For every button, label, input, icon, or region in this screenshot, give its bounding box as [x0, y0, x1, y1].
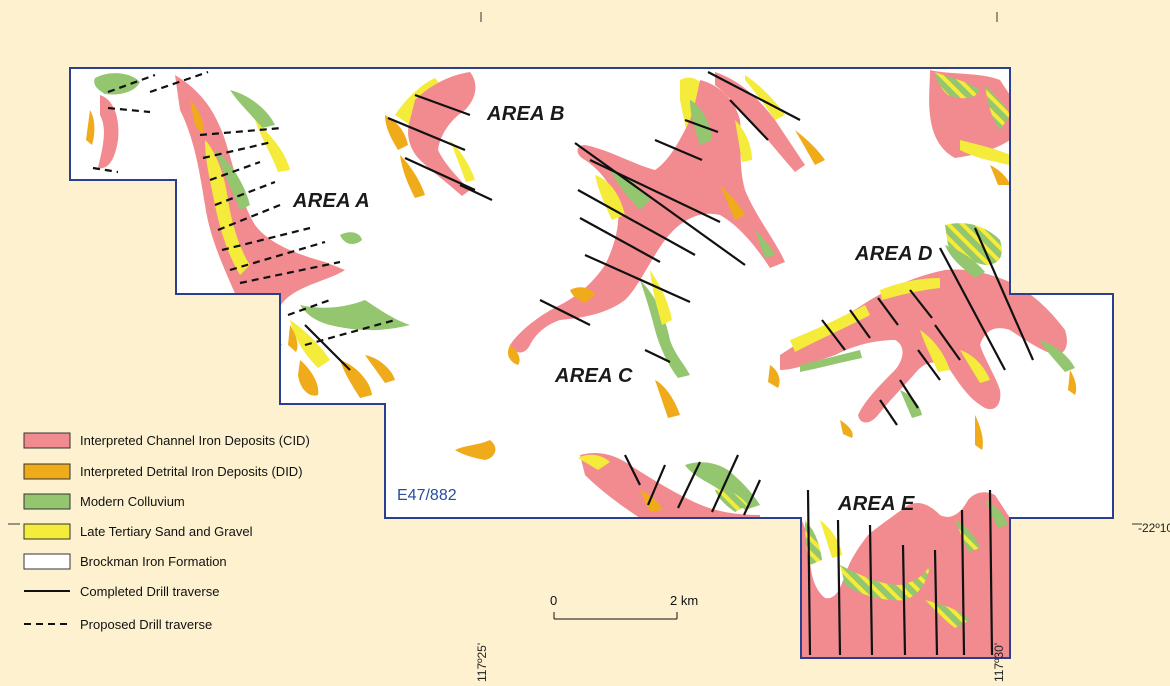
frame-ticks — [8, 12, 1142, 525]
legend-label-completed: Completed Drill traverse — [80, 584, 219, 599]
longitude-label-right: 117º30' — [992, 643, 1006, 682]
legend-label-sand: Late Tertiary Sand and Gravel — [80, 524, 253, 539]
legend-swatch-sand — [23, 523, 71, 540]
area-a-label: AREA A — [292, 190, 370, 212]
legend-swatch-did — [23, 463, 71, 480]
lease-label: E47/882 — [397, 487, 457, 504]
scale-end-label: 2 km — [670, 593, 698, 608]
legend-label-cid: Interpreted Channel Iron Deposits (CID) — [80, 433, 310, 448]
geology-units — [86, 70, 1113, 658]
drill-traverses — [92, 70, 1035, 656]
longitude-label-left: 117º25' — [475, 643, 489, 682]
area-e-label: AREA E — [837, 493, 915, 515]
legend-label-proposed: Proposed Drill traverse — [80, 617, 212, 632]
legend-swatch-brockman — [23, 553, 71, 570]
legend-swatch-cid — [23, 432, 71, 449]
legend-label-colluvium: Modern Colluvium — [80, 494, 185, 509]
area-c-label: AREA C — [554, 365, 633, 387]
scale-bar: 0 2 km — [550, 593, 698, 620]
legend: Interpreted Channel Iron Deposits (CID) … — [23, 432, 310, 632]
legend-swatch-colluvium — [23, 493, 71, 510]
scale-start-label: 0 — [550, 593, 557, 608]
tenement-interior — [70, 68, 1113, 658]
area-b-label: AREA B — [486, 103, 565, 125]
legend-label-brockman: Brockman Iron Formation — [80, 554, 227, 569]
latitude-label: -22º10' — [1138, 521, 1170, 535]
tenement-boundary — [69, 67, 1114, 659]
area-d-label: AREA D — [854, 243, 933, 265]
legend-label-did: Interpreted Detrital Iron Deposits (DID) — [80, 464, 303, 479]
